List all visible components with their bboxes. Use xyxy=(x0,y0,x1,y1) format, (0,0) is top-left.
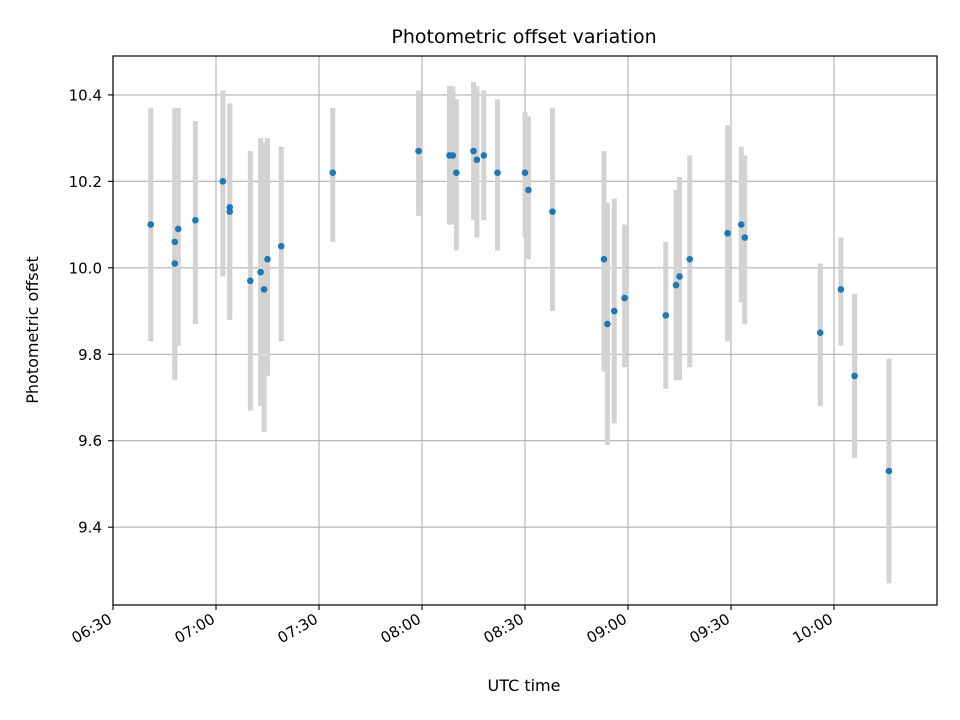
data-point xyxy=(470,147,477,155)
data-point xyxy=(277,242,285,250)
data-point xyxy=(600,255,608,263)
data-point xyxy=(741,234,749,241)
data-point xyxy=(738,221,745,228)
y-tick-label: 10.0 xyxy=(69,259,102,277)
data-point xyxy=(549,208,556,215)
data-point xyxy=(816,329,824,336)
data-point xyxy=(610,307,618,315)
data-point xyxy=(885,467,893,475)
y-axis-title: Photometric offset xyxy=(23,256,42,404)
data-point xyxy=(171,238,179,246)
y-axis-ticks: 9.4 9.6 9.8 10.0 10.2 10.4 xyxy=(69,86,113,537)
data-point xyxy=(260,286,268,293)
data-point xyxy=(264,255,271,263)
data-point xyxy=(247,277,254,285)
data-point xyxy=(686,255,694,263)
y-tick-label: 9.6 xyxy=(78,432,102,450)
data-point xyxy=(449,152,457,159)
data-point xyxy=(851,372,858,380)
y-tick-label: 10.2 xyxy=(69,173,102,191)
data-point xyxy=(621,294,628,302)
data-point xyxy=(219,178,227,185)
data-point xyxy=(494,169,501,177)
data-point xyxy=(192,216,199,224)
data-point xyxy=(525,186,532,194)
data-point xyxy=(480,152,488,159)
data-point xyxy=(473,156,481,164)
data-point xyxy=(453,169,460,177)
data-point xyxy=(147,221,155,228)
data-point xyxy=(174,225,182,233)
data-point xyxy=(257,268,264,276)
data-point xyxy=(604,320,611,328)
y-tick-label: 9.8 xyxy=(78,346,102,364)
data-points xyxy=(147,147,893,475)
data-point xyxy=(521,169,529,177)
data-point xyxy=(226,208,234,215)
data-point xyxy=(837,286,845,293)
data-point xyxy=(171,260,179,267)
y-tick-label: 10.4 xyxy=(69,86,102,104)
data-point xyxy=(329,169,337,177)
data-point xyxy=(415,147,422,155)
y-tick-label: 9.4 xyxy=(78,519,102,537)
data-point xyxy=(724,229,731,237)
data-point xyxy=(676,273,683,280)
x-axis-title: UTC time xyxy=(488,676,561,695)
data-point xyxy=(672,281,680,289)
chart-title: Photometric offset variation xyxy=(391,26,656,48)
data-point xyxy=(662,312,670,319)
